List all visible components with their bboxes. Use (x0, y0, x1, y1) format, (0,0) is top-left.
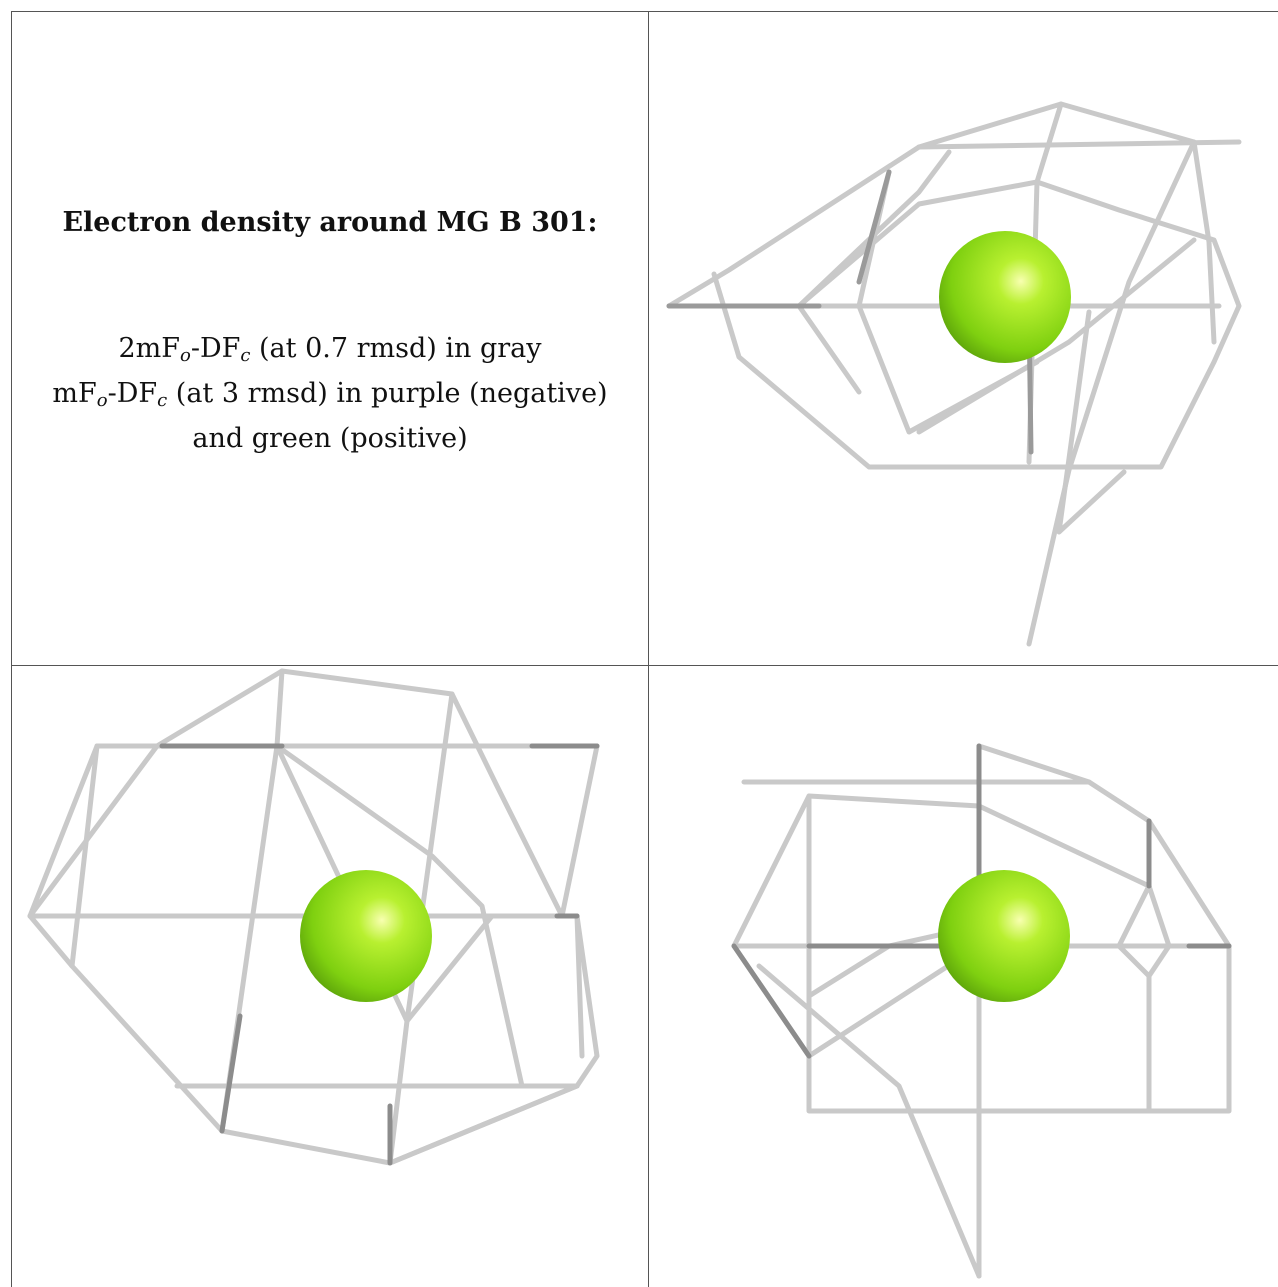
magnesium-ion (938, 870, 1070, 1002)
frame-left-border (11, 11, 12, 1287)
legend-panel: Electron density around MG B 301: 2mFo-D… (12, 12, 648, 665)
frame-center-border (648, 11, 649, 1287)
mesh-cage (666, 101, 1242, 647)
magnesium-ion (300, 870, 432, 1002)
legend-title: Electron density around MG B 301: (62, 207, 598, 238)
legend-line-fofc: mFo-DFc (at 3 rmsd) in purple (negative) (52, 378, 608, 411)
density-view-top-right (666, 101, 1242, 647)
frame-top-border (11, 11, 1278, 12)
density-view-bottom-left (27, 668, 600, 1166)
frame-middle-border (11, 665, 1278, 666)
density-view-bottom-right (731, 743, 1232, 1279)
legend-line-colors: and green (positive) (192, 423, 468, 454)
legend-line-2fofc: 2mFo-DFc (at 0.7 rmsd) in gray (118, 333, 542, 366)
legend-description: 2mFo-DFc (at 0.7 rmsd) in gray mFo-DFc (… (12, 330, 648, 458)
magnesium-ion (939, 231, 1071, 363)
